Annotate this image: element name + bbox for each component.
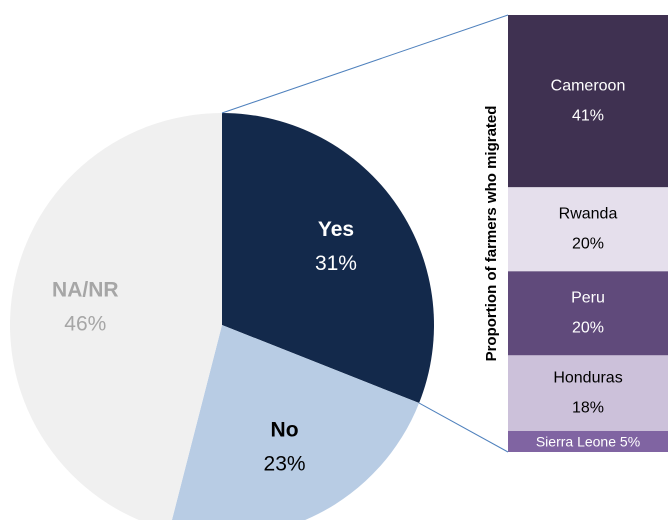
bar-segment	[508, 15, 668, 188]
bar-segment	[508, 430, 668, 452]
slice-name: No	[271, 418, 299, 441]
segment-value: 5%	[620, 433, 640, 449]
segment-name: Sierra Leone	[536, 433, 616, 449]
slice-value: 46%	[64, 312, 106, 335]
axis-label: Proportion of farmers who migrated	[483, 106, 500, 362]
segment-value: 18%	[572, 399, 604, 416]
slice-value: 31%	[315, 252, 357, 275]
segment-name: Cameroon	[551, 77, 626, 94]
bar-segment	[508, 187, 668, 272]
segment-label: Sierra Leone 5%	[536, 433, 640, 449]
segment-value: 20%	[572, 236, 604, 253]
slice-value: 23%	[264, 452, 306, 475]
pie-slice	[222, 113, 434, 404]
segment-name: Peru	[571, 290, 605, 307]
bar-segment	[508, 355, 668, 431]
segment-name: Rwanda	[559, 206, 618, 223]
connector-line	[418, 402, 509, 453]
segment-value: 20%	[572, 320, 604, 337]
slice-name: NA/NR	[52, 278, 119, 301]
slice-name: Yes	[318, 218, 354, 241]
bar-segment	[508, 271, 668, 356]
pie-slice	[10, 113, 222, 520]
pie-slice	[171, 325, 420, 520]
connector-line	[221, 14, 509, 114]
segment-value: 41%	[572, 107, 604, 124]
segment-name: Honduras	[553, 369, 622, 386]
